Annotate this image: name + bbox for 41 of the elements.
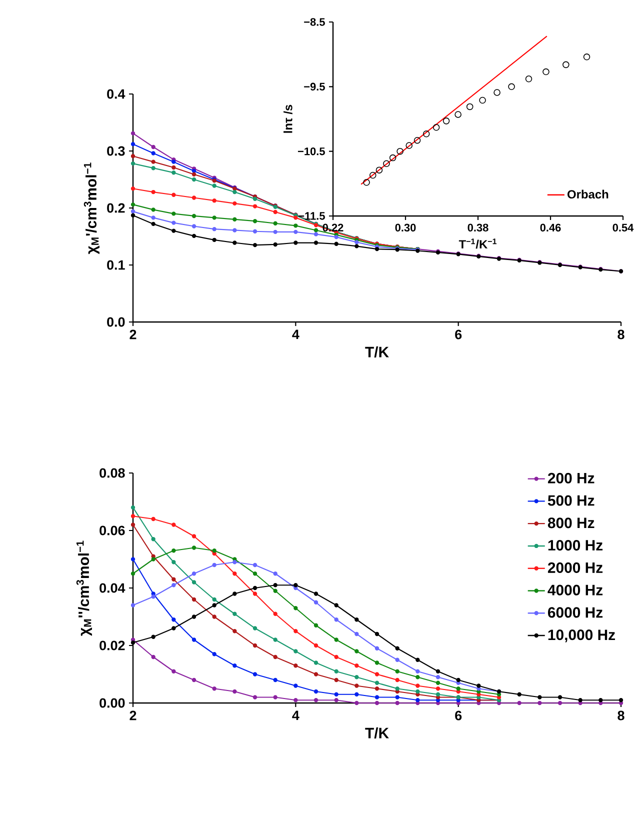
x-axis-title: T$^{−1}$/K$^{−1}$ xyxy=(458,238,496,249)
x-tick-label: 8 xyxy=(618,710,624,720)
x-tick-label: 0.30 xyxy=(395,224,416,232)
y-tick-label: −10.5 xyxy=(298,147,325,156)
legend-label: 500 Hz xyxy=(548,495,594,506)
legend-label: 800 Hz xyxy=(548,518,594,528)
x-tick-label: 4 xyxy=(292,330,300,339)
x-tick-label: 6 xyxy=(455,710,462,720)
y-tick-label: −11.5 xyxy=(298,212,325,220)
x-tick-label: 0.38 xyxy=(468,224,488,232)
x-axis-title: T/K xyxy=(365,727,389,738)
y-tick-label: −8.5 xyxy=(304,18,325,26)
x-tick-label: 0.46 xyxy=(540,224,561,232)
legend-label: 2000 Hz xyxy=(548,562,603,573)
y-tick-label: 0.0 xyxy=(107,317,125,327)
y-tick-label: 0.06 xyxy=(100,526,125,536)
legend-label: Orbach xyxy=(568,190,608,199)
y-tick-label: 0.3 xyxy=(107,146,125,156)
x-tick-label: 0.54 xyxy=(612,224,634,232)
x-tick-label: 2 xyxy=(130,710,136,720)
y-axis-title: lnτ /s xyxy=(284,104,292,133)
y-tick-label: −9.5 xyxy=(304,82,325,91)
y-tick-label: 0.2 xyxy=(107,203,125,213)
y-tick-label: 0.02 xyxy=(100,640,125,650)
legend-label: 200 Hz xyxy=(548,472,594,484)
y-tick-label: 0.00 xyxy=(100,698,125,708)
y-tick-label: 0.4 xyxy=(107,89,126,99)
y-tick-label: 0.08 xyxy=(100,468,125,478)
legend-label: 1000 Hz xyxy=(548,540,603,551)
legend-label: 4000 Hz xyxy=(548,584,603,596)
y-axis-title: χ$_{M}$''/cm$^{3}$mol$^{−1}$ xyxy=(76,540,92,636)
x-tick-label: 2 xyxy=(130,330,136,340)
x-axis-title: T/K xyxy=(365,346,389,358)
x-tick-label: 6 xyxy=(455,330,462,340)
y-tick-label: 0.04 xyxy=(100,583,126,593)
x-tick-label: 8 xyxy=(618,330,624,340)
legend-label: 6000 Hz xyxy=(548,607,603,618)
legend-label: 10,000 Hz xyxy=(548,630,615,642)
y-tick-label: 0.1 xyxy=(107,260,125,270)
x-tick-label: 4 xyxy=(292,710,300,720)
y-axis-title: χ$_{M}$'/cm$^{3}$mol$^{−1}$ xyxy=(84,162,100,254)
